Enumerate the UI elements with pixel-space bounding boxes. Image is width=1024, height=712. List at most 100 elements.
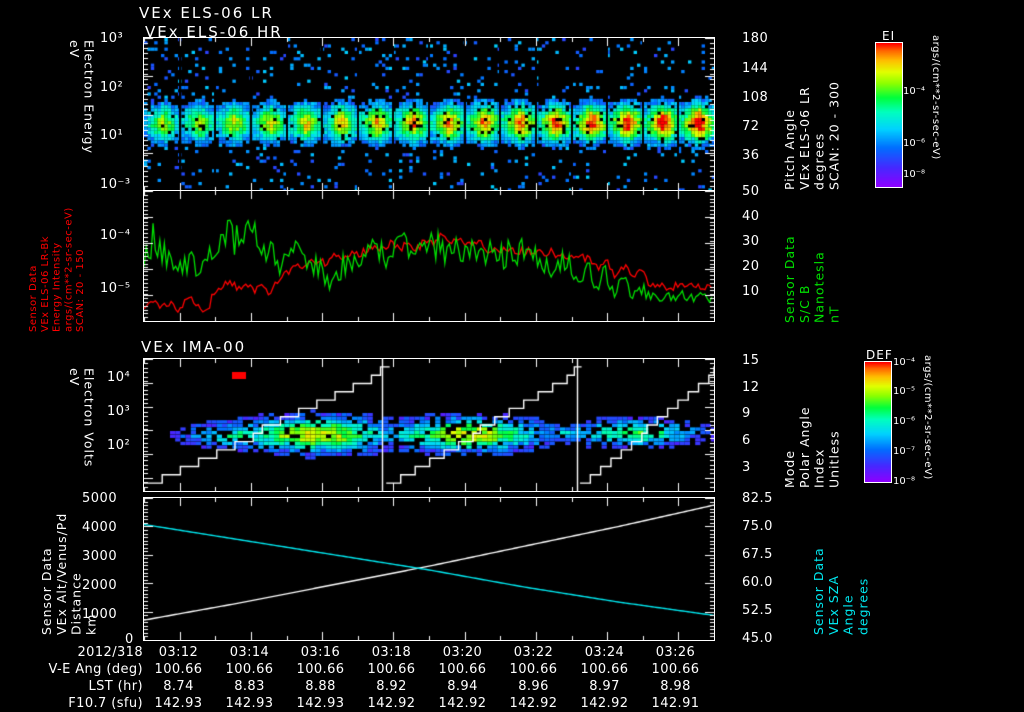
panel4-rtick-750: 75.0 bbox=[742, 519, 773, 534]
panel1-rtick-72: 72 bbox=[742, 119, 760, 134]
cell-time-0: 03:12 bbox=[158, 644, 199, 660]
panel1-left-caption: Electron Energy eV bbox=[66, 40, 97, 155]
panel1-title-lr: VEx ELS-06 LR bbox=[139, 4, 274, 22]
cell-lst-1: 8.83 bbox=[234, 678, 265, 694]
ei-bfield-canvas bbox=[143, 190, 715, 322]
panel1-ytick-1000: 10³ bbox=[100, 31, 124, 46]
panel2-left-caption: Sensor Data VEx ELS-06 LR-Bk Energy Inte… bbox=[28, 207, 87, 332]
panel4-ytick-4000: 4000 bbox=[82, 520, 118, 535]
ei-colorbar-tick-1: 10⁻⁴ bbox=[903, 86, 926, 97]
def-colorbar-tick-3: 10⁻⁶ bbox=[893, 416, 916, 427]
panel1-rtick-36: 36 bbox=[742, 148, 760, 163]
cell-time-1: 03:14 bbox=[229, 644, 270, 660]
panel3-left-caption: Electron Volts eV bbox=[66, 368, 97, 468]
cell-veang-4: 100.66 bbox=[438, 661, 487, 677]
def-colorbar-tick-5: 10⁻⁸ bbox=[893, 476, 916, 487]
table-row-f107: F10.7 (sfu) 142.93 142.93 142.93 142.92 … bbox=[0, 695, 711, 712]
def-colorbar-title: DEF bbox=[866, 348, 893, 362]
cell-veang-7: 100.66 bbox=[651, 661, 700, 677]
cell-veang-2: 100.66 bbox=[296, 661, 345, 677]
cell-time-3: 03:18 bbox=[371, 644, 412, 660]
ei-colorbar-tick-2: 10⁻⁶ bbox=[903, 138, 926, 149]
cell-time-7: 03:26 bbox=[655, 644, 696, 660]
cell-time-4: 03:20 bbox=[442, 644, 483, 660]
cell-f107-1: 142.93 bbox=[225, 695, 274, 711]
def-colorbar-strip bbox=[864, 361, 892, 483]
panel3-right-caption: Mode Polar Angle Index Unitless bbox=[782, 406, 842, 488]
cell-veang-5: 100.66 bbox=[509, 661, 558, 677]
els-spectrogram-canvas bbox=[143, 37, 715, 192]
def-colorbar-tick-4: 10⁻⁷ bbox=[893, 446, 916, 457]
cell-lst-6: 8.97 bbox=[589, 678, 620, 694]
panel4-right-caption: Sensor Data VEx SZA Angle degrees bbox=[811, 547, 871, 635]
panel4-rtick-675: 67.5 bbox=[742, 547, 773, 562]
def-colorbar-tick-2: 10⁻⁵ bbox=[893, 386, 916, 397]
panel3-ytick-1e3: 10³ bbox=[107, 404, 131, 419]
def-colorbar-tick-1: 10⁻⁴ bbox=[893, 357, 916, 368]
panel3-rtick-6: 6 bbox=[742, 433, 751, 448]
cell-f107-7: 142.91 bbox=[651, 695, 700, 711]
panel3-ytick-1e4: 10⁴ bbox=[107, 370, 131, 385]
ei-colorbar-tick-3: 10⁻⁸ bbox=[903, 169, 926, 180]
panel4-ytick-3000: 3000 bbox=[82, 549, 118, 564]
panel2-ytick-1e-4: 10⁻⁴ bbox=[100, 228, 131, 243]
panel3-ytick-1e2: 10² bbox=[107, 438, 131, 453]
table-row-lst: LST (hr) 8.74 8.83 8.88 8.92 8.94 8.96 8… bbox=[0, 678, 711, 695]
cell-lst-3: 8.92 bbox=[376, 678, 407, 694]
cell-lst-5: 8.96 bbox=[518, 678, 549, 694]
cell-veang-0: 100.66 bbox=[154, 661, 203, 677]
cell-f107-4: 142.92 bbox=[438, 695, 487, 711]
bottom-axis-table: 2012/318 03:12 03:14 03:16 03:18 03:20 0… bbox=[0, 644, 1024, 712]
row-label-date: 2012/318 bbox=[77, 644, 143, 660]
panel1-ytick-0001: 10⁻³ bbox=[100, 177, 131, 192]
cell-veang-3: 100.66 bbox=[367, 661, 416, 677]
panel4-ytick-5000: 5000 bbox=[82, 491, 118, 506]
panel2-rtick-50: 50 bbox=[742, 184, 760, 199]
ima-spectrogram-canvas bbox=[143, 358, 715, 492]
panel4-rtick-450: 45.0 bbox=[742, 631, 773, 646]
row-label-lst: LST (hr) bbox=[88, 678, 143, 694]
panel3-rtick-3: 3 bbox=[742, 460, 751, 475]
row-label-ve-ang: V-E Ang (deg) bbox=[48, 661, 143, 677]
cell-f107-2: 142.93 bbox=[296, 695, 345, 711]
panel1-rtick-144: 144 bbox=[742, 61, 769, 76]
panel4-rtick-825: 82.5 bbox=[742, 491, 773, 506]
cell-time-5: 03:22 bbox=[513, 644, 554, 660]
panel2-ytick-1e-5: 10⁻⁵ bbox=[100, 281, 131, 296]
altitude-sza-canvas bbox=[143, 497, 715, 641]
panel1-ytick-100: 10² bbox=[100, 80, 124, 95]
def-colorbar-unit: args/(cm**2-sr-sec-eV) bbox=[922, 355, 933, 480]
cell-f107-5: 142.92 bbox=[509, 695, 558, 711]
panel4-rtick-600: 60.0 bbox=[742, 575, 773, 590]
cell-lst-0: 8.74 bbox=[163, 678, 194, 694]
panel2-rtick-40: 40 bbox=[742, 209, 760, 224]
cell-lst-7: 8.98 bbox=[660, 678, 691, 694]
ei-colorbar-title: EI bbox=[882, 29, 896, 43]
panel4-ytick-0: 0 bbox=[125, 632, 134, 647]
panel3-rtick-9: 9 bbox=[742, 406, 751, 421]
panel1-rtick-108: 108 bbox=[742, 90, 769, 105]
panel3-rtick-12: 12 bbox=[742, 380, 760, 395]
panel2-rtick-20: 20 bbox=[742, 259, 760, 274]
panel1-title-hr: VEx ELS-06 HR bbox=[145, 23, 283, 41]
cell-veang-1: 100.66 bbox=[225, 661, 274, 677]
panel4-ytick-1000: 1000 bbox=[82, 607, 118, 622]
cell-time-6: 03:24 bbox=[584, 644, 625, 660]
cell-lst-4: 8.94 bbox=[447, 678, 478, 694]
cell-f107-6: 142.92 bbox=[580, 695, 629, 711]
cell-time-2: 03:16 bbox=[300, 644, 341, 660]
panel4-rtick-525: 52.5 bbox=[742, 603, 773, 618]
cell-f107-3: 142.92 bbox=[367, 695, 416, 711]
table-row-ve-ang: V-E Ang (deg) 100.66 100.66 100.66 100.6… bbox=[0, 661, 711, 678]
panel3-title: VEx IMA-00 bbox=[141, 338, 247, 356]
ei-colorbar-strip bbox=[875, 42, 903, 188]
row-label-f107: F10.7 (sfu) bbox=[68, 695, 143, 711]
panel2-rtick-10: 10 bbox=[742, 284, 760, 299]
panel2-rtick-30: 30 bbox=[742, 234, 760, 249]
ei-colorbar-unit: args/(cm**2-sr-sec-eV) bbox=[930, 35, 941, 160]
cell-f107-0: 142.93 bbox=[154, 695, 203, 711]
table-row-date: 2012/318 03:12 03:14 03:16 03:18 03:20 0… bbox=[0, 644, 711, 661]
panel3-rtick-15: 15 bbox=[742, 353, 760, 368]
panel4-ytick-2000: 2000 bbox=[82, 578, 118, 593]
panel1-right-caption: Pitch Angle VEx ELS-06 LR degrees SCAN: … bbox=[782, 81, 842, 190]
